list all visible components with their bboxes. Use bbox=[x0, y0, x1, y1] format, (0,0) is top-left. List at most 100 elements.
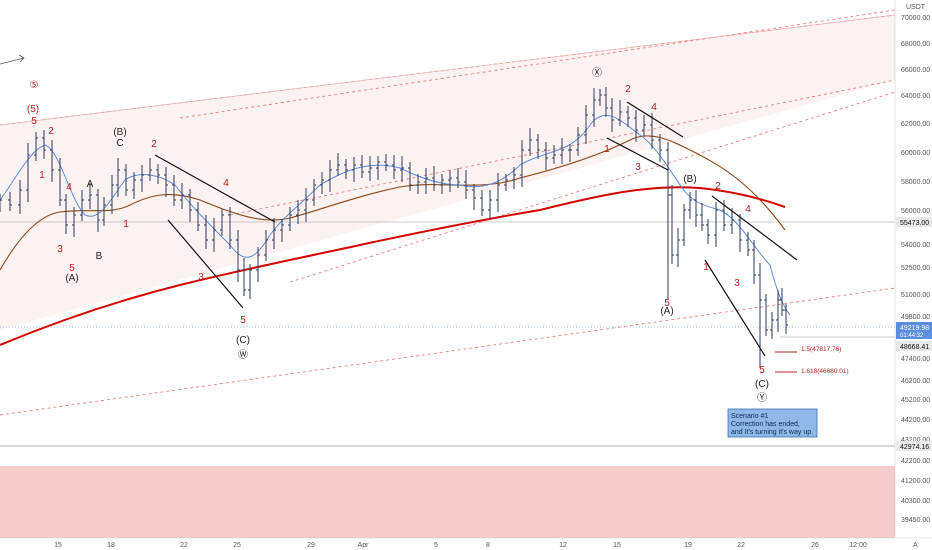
y-tick-label: 47400.00 bbox=[901, 356, 930, 363]
wave-labels: ⑤(5)521435(A)AB(B)C12435(C)ⓌⓍ24135(A)(B)… bbox=[27, 67, 769, 404]
wave-label: 1 bbox=[123, 219, 129, 230]
wave-label: (A) bbox=[65, 273, 78, 284]
wave-label: 5 bbox=[69, 263, 75, 274]
wave-label: 5 bbox=[759, 365, 765, 376]
fib-label-1: 1.5(47817.76) bbox=[801, 346, 841, 353]
y-ticks: 70000.00 68000.00 66000.00 64000.00 62000.00… bbox=[901, 15, 930, 524]
x-tick-label: 5 bbox=[434, 542, 438, 549]
fib-label-2: 1.618(46680.01) bbox=[801, 368, 849, 375]
y-tick-label: 62000.00 bbox=[901, 121, 930, 128]
wave-label: 3 bbox=[198, 272, 204, 283]
wave-label: 2 bbox=[715, 181, 721, 192]
y-tick-label: 40300.00 bbox=[901, 498, 930, 505]
y-tick-label: 70000.00 bbox=[901, 15, 930, 22]
demand-zone bbox=[0, 466, 895, 538]
ma-slow-line bbox=[0, 186, 786, 346]
wave-label: (B) bbox=[113, 127, 126, 138]
trend-lines bbox=[154, 101, 798, 357]
ma-fast-line bbox=[0, 114, 791, 316]
wave-label: 1 bbox=[703, 262, 709, 273]
wave-label: (B) bbox=[683, 174, 696, 185]
tag-below-bg bbox=[896, 341, 932, 351]
footer-mark: A bbox=[913, 542, 918, 549]
wave-label: 4 bbox=[651, 102, 657, 113]
note-line-1: Scenario #1 bbox=[731, 413, 768, 420]
wave-label: A bbox=[87, 179, 94, 190]
wave-label: 1 bbox=[604, 144, 610, 155]
wave-label: 5 bbox=[31, 116, 37, 127]
note-line-3: and It's turning it's way up. bbox=[731, 429, 813, 436]
x-tick-label: 22 bbox=[737, 542, 745, 549]
wave-label: Ⓨ bbox=[757, 392, 767, 404]
wave-label: 4 bbox=[745, 204, 751, 215]
wave-label: 5 bbox=[240, 315, 246, 326]
y-tick-label: 42200.00 bbox=[901, 458, 930, 465]
x-tick-label: 29 bbox=[307, 542, 315, 549]
x-tick-label: Apr bbox=[358, 542, 370, 549]
wave-label: (5) bbox=[27, 104, 39, 115]
y-tick-label: 60000.00 bbox=[901, 150, 930, 157]
y-tick-label: 39450.00 bbox=[901, 517, 930, 524]
note-line-2: Correction has ended, bbox=[731, 421, 800, 428]
y-tick-label: 43200.00 bbox=[901, 437, 930, 444]
note-box bbox=[727, 408, 818, 438]
wave-label: ⑤ bbox=[30, 80, 39, 91]
wave-label: 5 bbox=[664, 298, 670, 309]
channel-solid-lines bbox=[0, 14, 896, 126]
x-tick-label: 18 bbox=[107, 542, 115, 549]
y-tick-label: 56000.00 bbox=[901, 208, 930, 215]
y-tick-label: 52500.00 bbox=[901, 265, 930, 272]
ma-mid-line bbox=[0, 135, 786, 271]
y-tick-label: 44200.00 bbox=[901, 417, 930, 424]
wave-label: 2 bbox=[48, 126, 54, 137]
wave-label: (A) bbox=[660, 306, 673, 317]
wave-label: B bbox=[96, 251, 103, 262]
wave-label: 1 bbox=[39, 170, 45, 181]
tag-top-level: 55473.00 bbox=[900, 220, 929, 227]
y-tick-label: 49800.00 bbox=[901, 314, 930, 321]
wave-label: 2 bbox=[151, 139, 157, 150]
wave-label: 3 bbox=[57, 244, 63, 255]
wave-label: 3 bbox=[734, 278, 740, 289]
x-tick-label: 15 bbox=[54, 542, 62, 549]
x-tick-label: 15 bbox=[613, 542, 621, 549]
wave-label: 4 bbox=[66, 182, 72, 193]
candles bbox=[0, 87, 788, 368]
wave-label: C bbox=[116, 138, 123, 149]
tag-bottom-bg bbox=[896, 441, 932, 451]
y-tick-label: 54000.00 bbox=[901, 242, 930, 249]
tag-current: 49219.98 bbox=[900, 325, 929, 332]
wave-label: (C) bbox=[755, 379, 769, 390]
x-tick-label: 12 bbox=[559, 542, 567, 549]
y-tick-label: 51000.00 bbox=[901, 292, 930, 299]
currency-label: USDT bbox=[906, 4, 926, 11]
x-tick-label: 25 bbox=[233, 542, 241, 549]
x-tick-label: 12:00 bbox=[849, 542, 867, 549]
wave-label: Ⓦ bbox=[238, 349, 248, 361]
y-tick-label: 68000.00 bbox=[901, 41, 930, 48]
y-tick-label: 41200.00 bbox=[901, 478, 930, 485]
y-tick-label: 64000.00 bbox=[901, 93, 930, 100]
x-tick-label: 8 bbox=[486, 542, 490, 549]
tag-bottom: 42974.16 bbox=[900, 444, 929, 451]
x-ticks: 15 18 22 25 29 Apr 5 8 12 15 19 22 26 12:00 bbox=[54, 542, 867, 549]
wave-label: (C) bbox=[236, 335, 250, 346]
arrow-icon bbox=[0, 54, 25, 65]
x-tick-label: 22 bbox=[180, 542, 188, 549]
tag-below: 48668.41 bbox=[900, 344, 929, 351]
y-tick-label: 58000.00 bbox=[901, 179, 930, 186]
wave-label: 4 bbox=[223, 178, 229, 189]
wave-label: 2 bbox=[625, 84, 631, 95]
y-tick-label: 46200.00 bbox=[901, 378, 930, 385]
tag-current-bg bbox=[896, 322, 932, 339]
tag-top-bg bbox=[896, 217, 932, 227]
time-axis bbox=[0, 538, 932, 550]
x-tick-label: 26 bbox=[811, 542, 819, 549]
y-tick-label: 66000.00 bbox=[901, 67, 930, 74]
y-tick-label: 45200.00 bbox=[901, 397, 930, 404]
x-tick-label: 19 bbox=[684, 542, 692, 549]
wave-label: Ⓧ bbox=[592, 67, 602, 79]
wave-label: 3 bbox=[635, 162, 641, 173]
tag-countdown: 01:44:32 bbox=[900, 333, 924, 339]
